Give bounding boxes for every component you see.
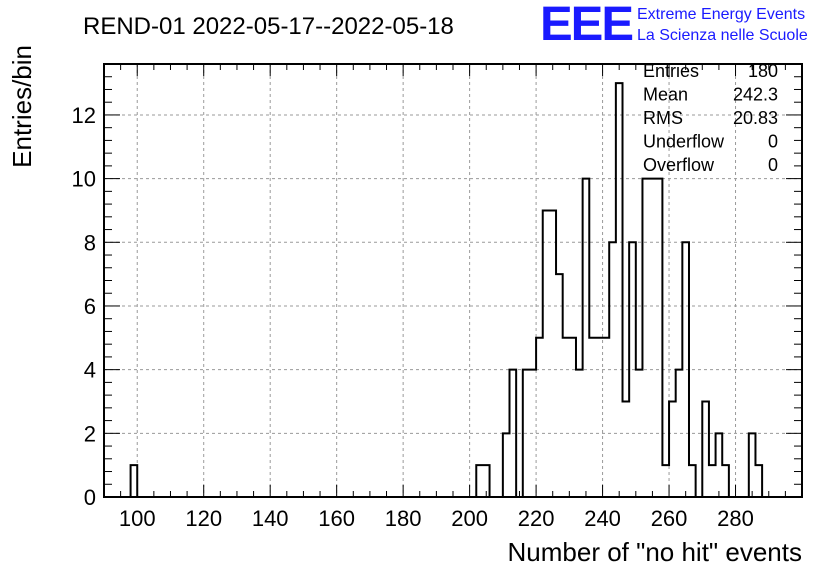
y-tick-label: 12 (72, 103, 96, 128)
x-tick-label: 260 (651, 506, 688, 531)
x-tick-label: 140 (252, 506, 289, 531)
x-tick-label: 120 (185, 506, 222, 531)
x-axis-ticks: 100 120 140 160 180 200 220 240 260 280 (119, 64, 803, 531)
y-axis-ticks: 0 2 4 6 8 10 12 (72, 63, 802, 510)
x-tick-label: 160 (318, 506, 355, 531)
logo-subtitle-1: Extreme Energy Events (637, 6, 805, 23)
stats-box: Entries 180 Mean 242.3 RMS 20.83 Underflow 0 Ove… (643, 61, 778, 175)
y-tick-label: 8 (84, 230, 96, 255)
x-tick-label: 220 (518, 506, 555, 531)
y-tick-label: 10 (72, 167, 96, 192)
stats-label: RMS (643, 108, 683, 128)
stats-label: Entries (643, 61, 699, 81)
x-tick-label: 240 (584, 506, 621, 531)
grid-lines (104, 64, 802, 497)
y-tick-label: 2 (84, 421, 96, 446)
x-axis-label: Number of "no hit" events (508, 537, 803, 567)
x-tick-label: 280 (717, 506, 754, 531)
logo-mark: EEE (540, 0, 633, 51)
stats-value: 20.83 (733, 108, 778, 128)
stats-value: 0 (768, 132, 778, 152)
x-tick-label: 180 (385, 506, 422, 531)
stats-label: Underflow (643, 132, 725, 152)
y-tick-label: 6 (84, 294, 96, 319)
stats-label: Overflow (643, 155, 715, 175)
eee-logo: EEE Extreme Energy Events La Scienza nel… (540, 0, 808, 51)
chart-title: REND-01 2022-05-17--2022-05-18 (83, 13, 454, 40)
x-tick-label: 200 (451, 506, 488, 531)
plot-frame (103, 63, 803, 498)
y-tick-label: 0 (84, 485, 96, 510)
stats-value: 0 (768, 155, 778, 175)
y-tick-label: 4 (84, 358, 96, 383)
logo-subtitle-2: La Scienza nelle Scuole (637, 27, 808, 44)
stats-value: 242.3 (733, 85, 778, 105)
stats-label: Mean (643, 85, 688, 105)
y-axis-label: Entries/bin (7, 45, 37, 168)
x-tick-label: 100 (119, 506, 156, 531)
stats-value: 180 (748, 61, 778, 81)
